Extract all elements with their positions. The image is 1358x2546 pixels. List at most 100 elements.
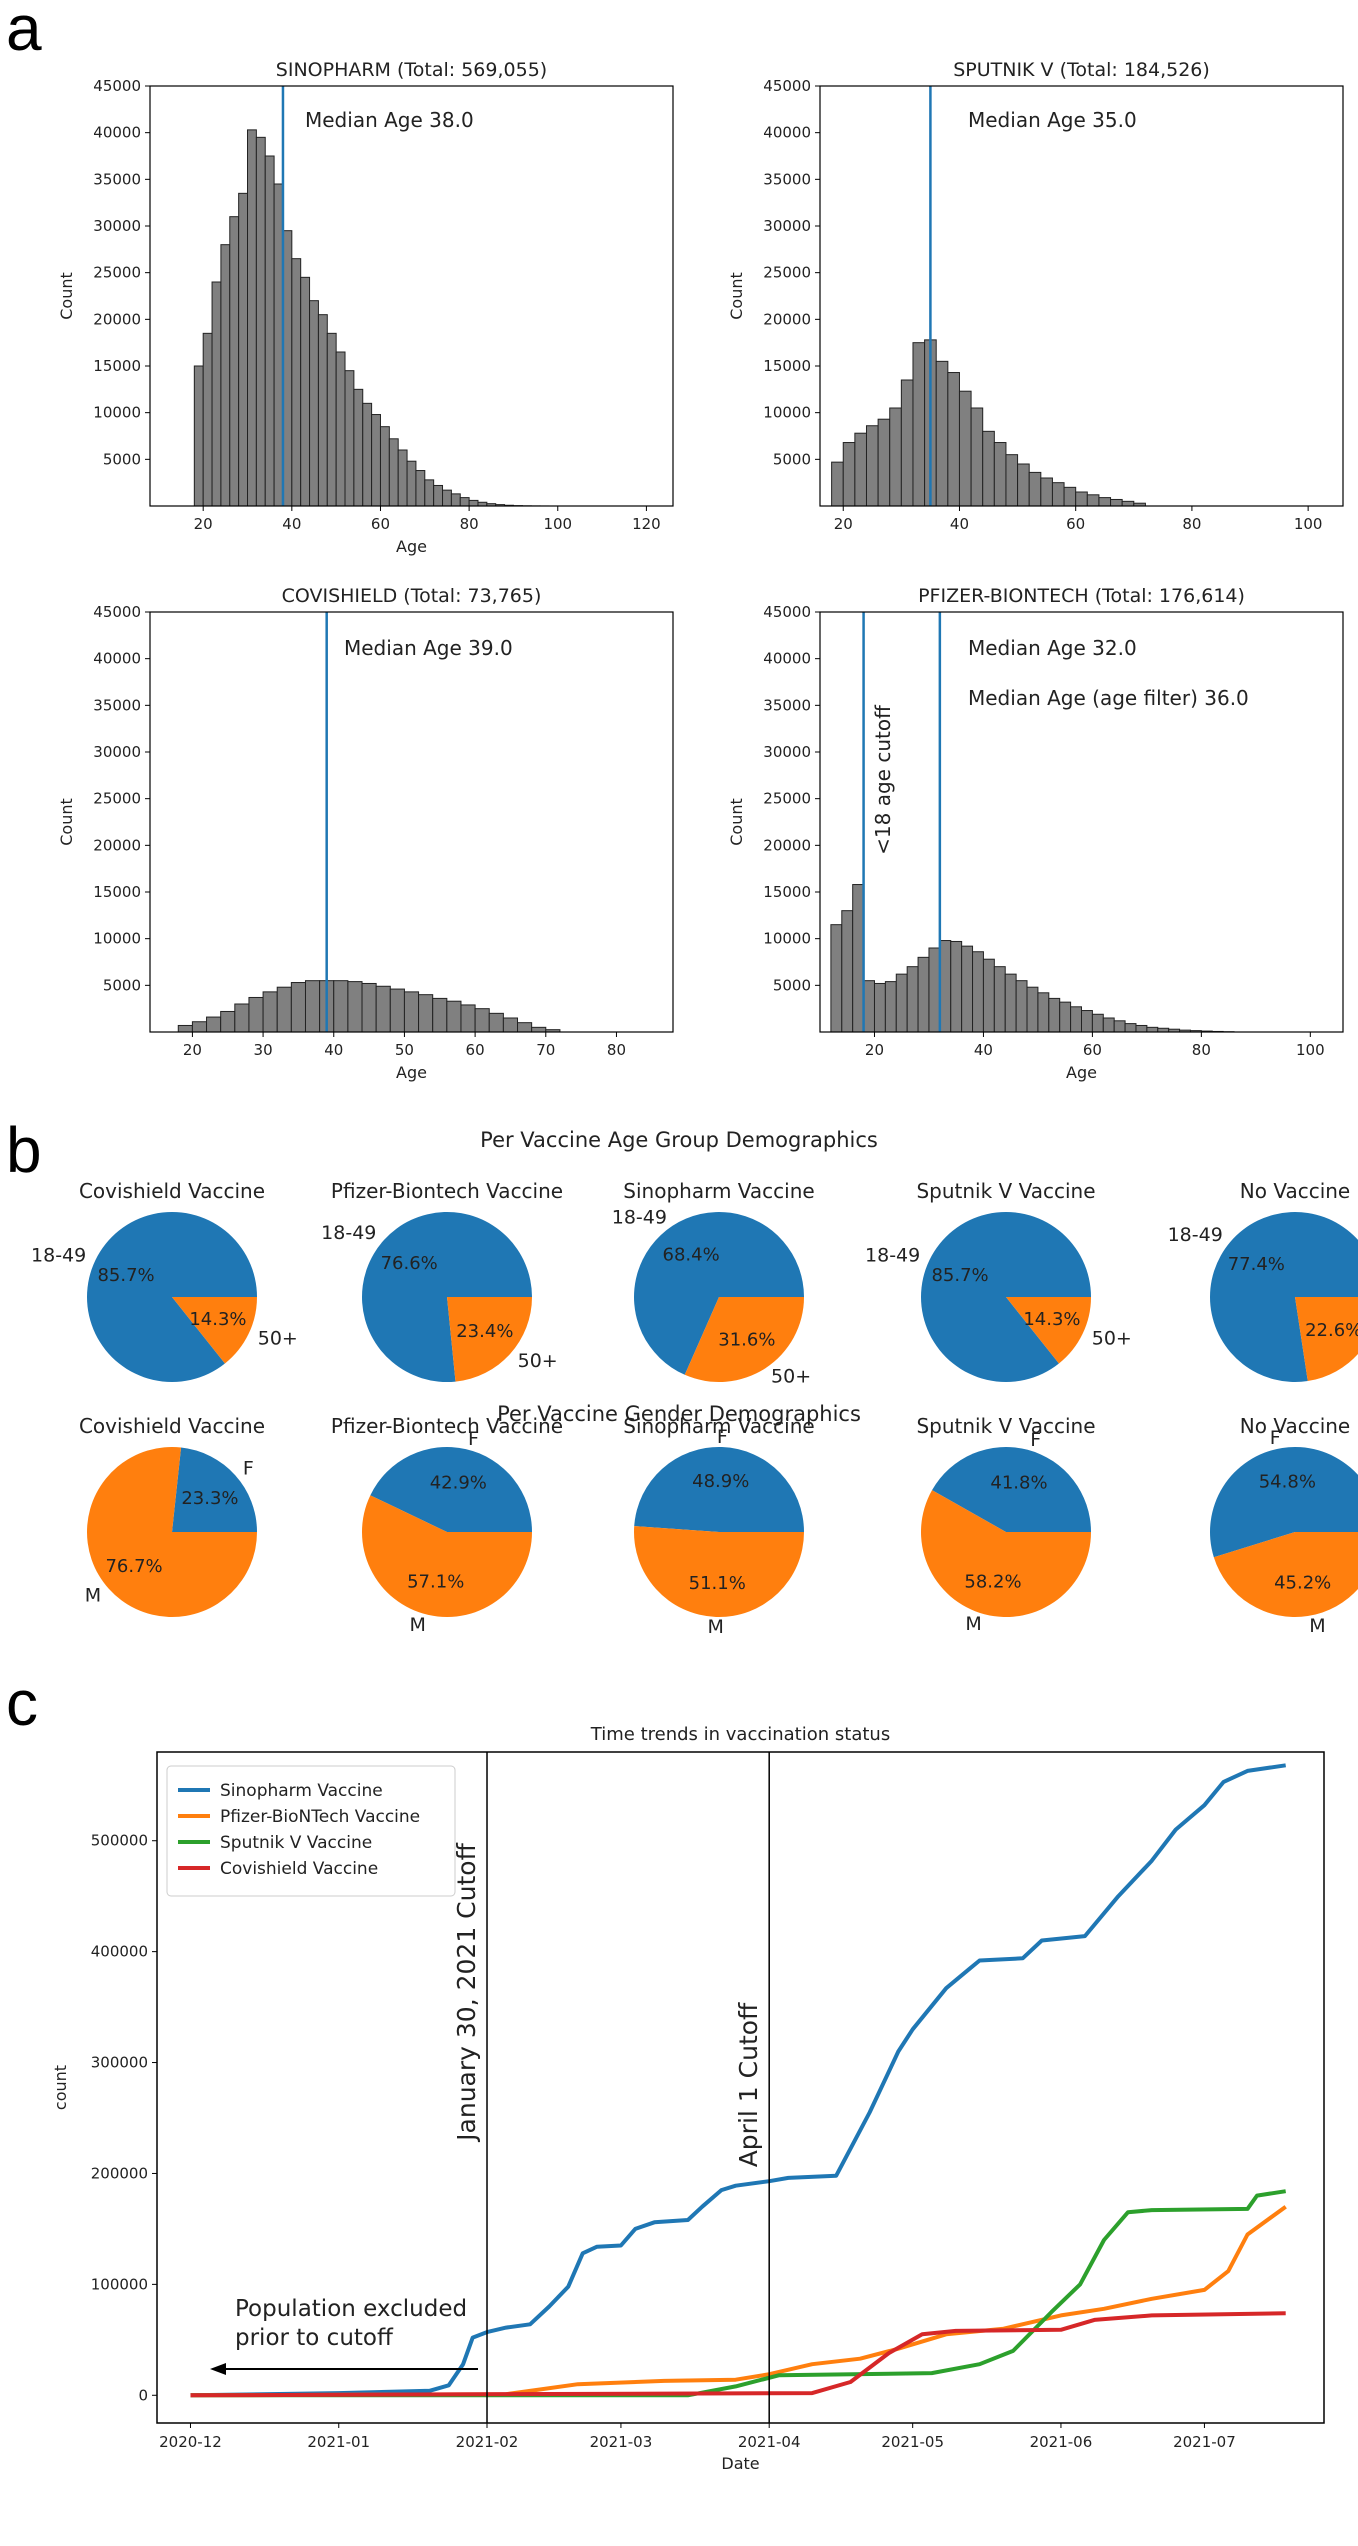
histogram-bar bbox=[238, 192, 249, 507]
x-tick-label: 100 bbox=[1294, 515, 1323, 533]
histogram-bar bbox=[950, 940, 963, 1033]
y-tick-label: 15000 bbox=[93, 357, 141, 375]
pie-percent-label: 41.8% bbox=[990, 1473, 1047, 1494]
series-line bbox=[190, 2311, 1286, 2398]
histogram-bar bbox=[442, 489, 452, 507]
histogram-bar bbox=[1135, 1024, 1148, 1033]
y-tick-label: 25000 bbox=[763, 790, 811, 808]
y-tick-label: 40000 bbox=[763, 124, 811, 142]
histogram-bar bbox=[1121, 500, 1135, 507]
x-tick-label: 60 bbox=[466, 1041, 485, 1059]
legend-entry: Sputnik V Vaccine bbox=[220, 1833, 372, 1853]
histogram-bar bbox=[433, 484, 444, 507]
histogram-bar bbox=[939, 940, 952, 1033]
histogram-bar bbox=[333, 980, 349, 1033]
histogram-bar bbox=[928, 947, 941, 1033]
pie-percent-label: 23.4% bbox=[456, 1321, 513, 1342]
gender-pie-1: Covishield Vaccine 23.3%F 76.7%M bbox=[79, 1414, 265, 1617]
histogram-bar bbox=[309, 300, 319, 507]
histogram-bar bbox=[450, 493, 461, 507]
panel-label-b: b bbox=[6, 1114, 42, 1186]
x-tick-label: 2021-06 bbox=[1030, 2433, 1093, 2451]
pie-slice bbox=[1210, 1212, 1358, 1382]
histogram-bar bbox=[1028, 471, 1042, 507]
x-tick-label: 80 bbox=[1192, 1041, 1211, 1059]
pie-title: No Vaccine bbox=[1240, 1414, 1350, 1438]
histogram-bar bbox=[206, 1016, 222, 1033]
histogram-bar bbox=[982, 958, 995, 1033]
pie-slice bbox=[634, 1526, 804, 1617]
histogram-bar bbox=[1063, 486, 1077, 507]
histogram-bar bbox=[415, 470, 426, 507]
y-tick-label: 100000 bbox=[91, 2275, 148, 2293]
histogram-bar bbox=[264, 155, 275, 507]
pie-percent-label: 57.1% bbox=[407, 1572, 464, 1593]
histogram-bar bbox=[1098, 497, 1112, 507]
y-tick-label: 25000 bbox=[93, 264, 141, 282]
pie-title: Covishield Vaccine bbox=[79, 1414, 265, 1438]
histogram-bar bbox=[993, 442, 1007, 507]
cutoff-label: April 1 Cutoff bbox=[734, 2002, 763, 2167]
legend-box bbox=[166, 1765, 456, 1897]
x-tick-label: 60 bbox=[371, 515, 390, 533]
histogram-bar bbox=[1059, 1001, 1072, 1033]
gender-group-heading: Per Vaccine Gender Demographics bbox=[497, 1402, 861, 1426]
histogram-bar bbox=[335, 351, 346, 507]
y-tick-label: 10000 bbox=[763, 404, 811, 422]
histogram-bar bbox=[290, 982, 306, 1033]
histogram-bar bbox=[304, 980, 321, 1033]
histogram-bar bbox=[1017, 463, 1030, 507]
histogram-bar bbox=[1026, 986, 1039, 1033]
x-tick-label: 40 bbox=[950, 515, 969, 533]
pie-slice bbox=[634, 1212, 804, 1375]
series-line bbox=[190, 2205, 1287, 2398]
histogram-bar bbox=[211, 281, 222, 507]
y-axis-label: Count bbox=[57, 272, 76, 320]
histogram-bar bbox=[1037, 992, 1050, 1033]
age-pie-2: Pfizer-Biontech Vaccine 76.6%18-49 23.4%50… bbox=[321, 1179, 563, 1382]
pie-category-label: 18-49 bbox=[865, 1245, 920, 1267]
age-pie-3: Sinopharm Vaccine 68.4% 18-49 31.6% 50+ bbox=[612, 1179, 815, 1388]
gender-pie-2: Pfizer-Biontech Vaccine 42.9% F 57.1% M bbox=[331, 1414, 563, 1636]
y-tick-label: 200000 bbox=[91, 2164, 148, 2182]
y-tick-label: 5000 bbox=[773, 450, 811, 468]
histogram-bar bbox=[982, 430, 995, 507]
histogram-bar bbox=[1102, 1017, 1115, 1033]
pie-percent-label: 85.7% bbox=[97, 1265, 154, 1286]
pie-percent-label: 42.9% bbox=[430, 1472, 487, 1493]
histogram-bar bbox=[852, 884, 865, 1033]
histogram-bar bbox=[1110, 498, 1123, 507]
histogram-bar bbox=[865, 425, 879, 507]
histogram-4: 5000 10000 15000 20000 25000 30000 35000 40000 4… bbox=[727, 585, 1344, 1082]
pie-category-label: 50+ bbox=[1092, 1327, 1132, 1349]
histogram-bar bbox=[418, 994, 434, 1033]
histogram-bar bbox=[255, 136, 266, 507]
pie-percent-label: 77.4% bbox=[1228, 1254, 1285, 1275]
y-tick-label: 0 bbox=[138, 2386, 148, 2404]
pie-percent-label: 54.8% bbox=[1259, 1472, 1316, 1493]
histogram-bar bbox=[961, 945, 974, 1033]
axes-frame bbox=[156, 1751, 1325, 2424]
histogram-bar bbox=[177, 1024, 193, 1033]
histogram-bar bbox=[884, 981, 897, 1033]
pie-percent-label: 76.6% bbox=[381, 1253, 438, 1274]
pie-percent-label: 51.1% bbox=[689, 1573, 746, 1594]
pie-category-label: M bbox=[708, 1616, 724, 1638]
pie-percent-label: 76.7% bbox=[105, 1556, 162, 1577]
histogram-bar bbox=[1070, 1006, 1082, 1033]
pie-category-label: M bbox=[410, 1614, 426, 1636]
histogram-bar bbox=[917, 956, 930, 1033]
median-annotation: Median Age 32.0 bbox=[968, 636, 1137, 660]
histogram-bar bbox=[361, 982, 377, 1033]
exclusion-annotation-line-1: Population excluded bbox=[235, 2296, 467, 2322]
y-tick-label: 35000 bbox=[93, 170, 141, 188]
pie-percent-label: 58.2% bbox=[964, 1571, 1021, 1592]
panel-label-c: c bbox=[6, 1667, 38, 1739]
pie-slice bbox=[1213, 1532, 1358, 1617]
histogram-bar bbox=[247, 129, 257, 507]
y-tick-label: 45000 bbox=[763, 77, 811, 95]
legend-entry: Sinopharm Vaccine bbox=[220, 1781, 383, 1801]
median-annotation: Median Age 39.0 bbox=[344, 636, 513, 660]
pie-slice bbox=[1210, 1447, 1358, 1558]
